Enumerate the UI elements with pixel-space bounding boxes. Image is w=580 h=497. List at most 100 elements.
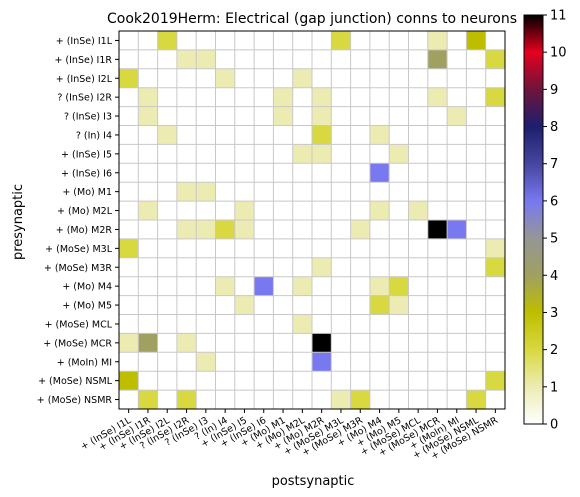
- heatmap-cell: [369, 295, 390, 315]
- row-label: + (Mo) M4: [62, 282, 112, 293]
- heatmap-cell: [427, 31, 448, 50]
- colorbar-tick-label: 11: [550, 9, 567, 24]
- colorbar-tick-label: 10: [550, 46, 567, 61]
- row-label: + (InSe) I1R: [54, 55, 112, 66]
- heatmap-cell: [447, 220, 467, 239]
- heatmap-cell: [485, 371, 505, 391]
- colorbar-tick-label: 3: [550, 306, 558, 321]
- y-axis-label: presynaptic: [11, 184, 26, 260]
- heatmap-cell: [447, 106, 467, 126]
- heatmap-cell: [369, 201, 390, 220]
- column-tick-labels: + (InSe) I1L+ (InSe) I1R+ (InSe) I2L? (I…: [79, 409, 500, 462]
- heatmap-cell: [312, 333, 332, 353]
- heatmap-cell: [389, 295, 409, 315]
- heatmap-cell: [119, 238, 139, 258]
- heatmap-cell: [138, 87, 158, 107]
- heatmap-cell: [138, 106, 158, 126]
- heatmap-cell: [485, 257, 505, 277]
- row-label: + (MoSe) M3L: [45, 244, 113, 255]
- row-label: + (Mo) M2L: [57, 206, 113, 217]
- row-label: + (MoSe) MCL: [45, 319, 113, 330]
- heatmap-cell: [389, 144, 409, 164]
- heatmap-cell: [466, 390, 486, 409]
- row-label: + (InSe) I5: [61, 149, 112, 160]
- heatmap-cell: [234, 220, 255, 239]
- heatmap-cell: [485, 87, 505, 107]
- heatmap-cell: [312, 144, 332, 164]
- heatmap-cell: [215, 68, 235, 88]
- heatmap-cell: [119, 68, 139, 88]
- heatmap-cell: [427, 49, 448, 69]
- heatmap-cell: [331, 390, 351, 409]
- row-label: + (MoSe) M3R: [44, 263, 113, 274]
- heatmap-cell: [254, 276, 274, 296]
- colorbar: [523, 14, 544, 425]
- row-label: + (MoSe) MCR: [43, 338, 112, 349]
- row-label: + (InSe) I2L: [56, 74, 113, 85]
- heatmap-cell: [369, 125, 390, 145]
- plot-frame: [118, 30, 506, 410]
- heatmap-cell: [273, 87, 293, 107]
- heatmap-cell: [196, 182, 216, 202]
- row-label: ? (In) I4: [76, 130, 112, 141]
- heatmap-cell: [369, 163, 390, 183]
- row-label: + (MoIn) MI: [57, 357, 112, 368]
- heatmap-cell: [138, 333, 158, 353]
- heatmap-cell: [466, 31, 486, 50]
- heatmap-cell: [176, 333, 197, 353]
- heatmap-cell: [176, 390, 197, 409]
- heatmap-cell: [196, 220, 216, 239]
- heatmap-grid: [119, 31, 505, 409]
- heatmap-cell: [408, 201, 428, 220]
- heatmap-cell: [485, 238, 505, 258]
- row-label: + (InSe) I1L: [56, 36, 113, 47]
- heatmap-cell: [485, 49, 505, 69]
- heatmap-cell: [312, 106, 332, 126]
- row-tick-labels: + (InSe) I1L + (InSe) I1R + (InSe) I2L ? (I…: [37, 36, 119, 406]
- heatmap-cell: [215, 220, 235, 239]
- heatmap-cell: [234, 201, 255, 220]
- heatmap-cell: [176, 220, 197, 239]
- colorbar-tick-label: 6: [550, 194, 558, 209]
- chart-title: Cook2019Herm: Electrical (gap junction) …: [107, 11, 517, 27]
- heatmap-cell: [157, 31, 177, 50]
- row-label: + (Mo) M1: [62, 187, 112, 198]
- heatmap-cell: [427, 220, 448, 239]
- heatmap-cell: [215, 276, 235, 296]
- colorbar-tick-label: 9: [550, 83, 558, 98]
- row-label: + (MoSe) NSMR: [37, 395, 113, 406]
- heatmap-cell: [119, 333, 139, 353]
- x-axis-label: postsynaptic: [272, 474, 355, 489]
- heatmap-cell: [312, 257, 332, 277]
- heatmap-cell: [331, 31, 351, 50]
- heatmap-cell: [312, 87, 332, 107]
- colorbar-tick-label: 5: [550, 232, 558, 247]
- row-label: + (Mo) M2R: [56, 225, 113, 236]
- heatmap-cells: [119, 31, 505, 409]
- heatmap-cell: [350, 220, 370, 239]
- heatmap-cell: [157, 125, 177, 145]
- colorbar-tick-label: 8: [550, 120, 558, 135]
- colorbar-tick-label: 7: [550, 157, 558, 172]
- heatmap-cell: [234, 295, 255, 315]
- heatmap-cell: [138, 201, 158, 220]
- colorbar-tick-label: 1: [550, 380, 558, 395]
- heatmap-cell: [292, 144, 312, 164]
- row-label: + (Mo) M5: [62, 301, 112, 312]
- heatmap-cell: [176, 182, 197, 202]
- heatmap-cell: [292, 314, 312, 334]
- colorbar-tick-label: 4: [550, 269, 558, 284]
- heatmap-cell: [292, 68, 312, 88]
- row-label: ? (InSe) I3: [64, 112, 112, 123]
- row-label: + (MoSe) NSML: [38, 376, 113, 387]
- colorbar-tick-label: 0: [550, 418, 558, 433]
- heatmap-cell: [273, 106, 293, 126]
- heatmap-cell: [427, 87, 448, 107]
- heatmap-cell: [369, 276, 390, 296]
- colorbar-ticks: 0 1 2 3 4 5 6 7 8 9 10 11: [543, 9, 567, 433]
- heatmap-cell: [312, 352, 332, 372]
- row-label: + (InSe) I6: [61, 168, 112, 179]
- heatmap-cell: [312, 125, 332, 145]
- heatmap-cell: [292, 276, 312, 296]
- heatmap-cell: [176, 49, 197, 69]
